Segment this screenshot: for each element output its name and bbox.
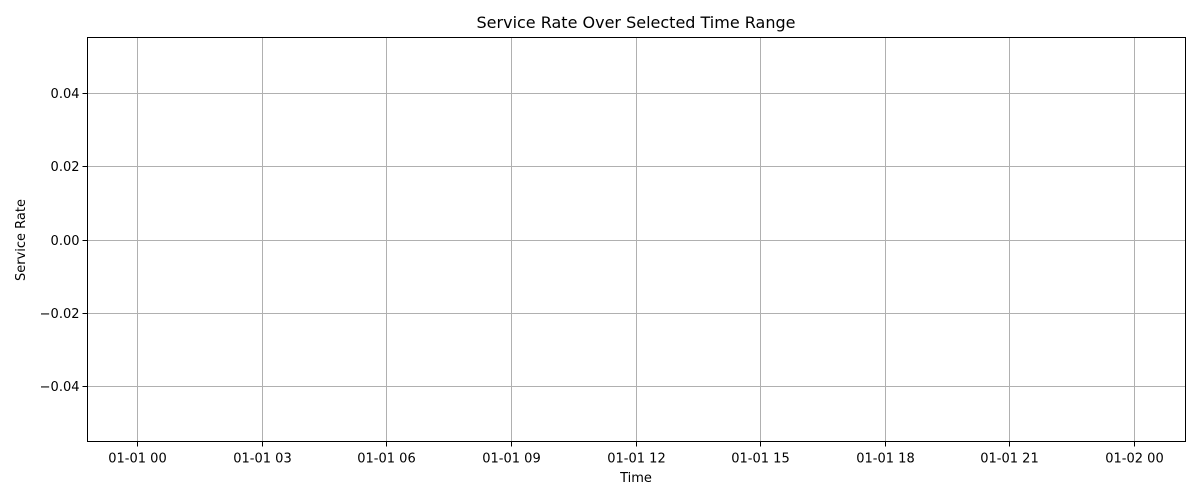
x-axis: 01-01 00 01-01 03 01-01 06 01-01 09 01-01 12… (108, 441, 1164, 467)
y-tick-label: 0.02 (51, 160, 80, 175)
x-tick-label: 01-01 18 (856, 452, 914, 467)
y-tick-label: −0.04 (40, 380, 80, 395)
y-tick-label: 0.00 (51, 234, 80, 249)
chart-title: Service Rate Over Selected Time Range (477, 13, 796, 32)
x-tick-label: 01-01 03 (233, 452, 291, 467)
x-tick-label: 01-01 15 (731, 452, 789, 467)
y-tick-label: −0.02 (40, 307, 80, 322)
grid (87, 37, 1186, 442)
y-axis-label: Service Rate (14, 199, 29, 281)
x-tick-label: 01-01 09 (482, 452, 540, 467)
x-tick-label: 01-02 00 (1105, 452, 1163, 467)
x-tick-label: 01-01 21 (980, 452, 1038, 467)
x-tick-label: 01-01 12 (607, 452, 665, 467)
x-axis-label: Time (619, 471, 652, 486)
y-axis: 0.04 0.02 0.00 −0.02 −0.04 (40, 87, 88, 395)
x-tick-label: 01-01 06 (357, 452, 415, 467)
y-tick-label: 0.04 (51, 87, 80, 102)
x-tick-label: 01-01 00 (108, 452, 166, 467)
